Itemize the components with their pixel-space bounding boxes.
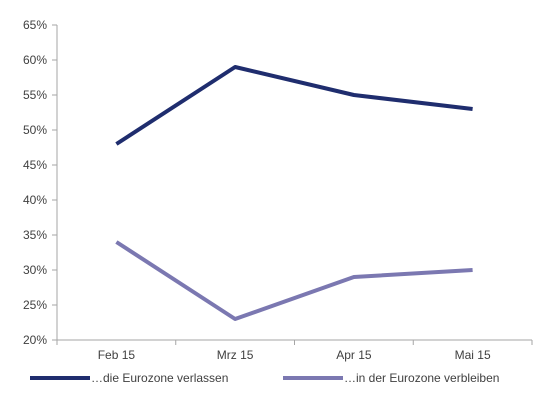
y-tick-label: 65% — [23, 18, 47, 32]
y-tick-label: 40% — [23, 193, 47, 207]
y-axis: 20% 25% 30% 35% 40% 45% 50% 55% 60% 65% — [23, 18, 58, 347]
x-axis: Feb 15 Mrz 15 Apr 15 Mai 15 — [56, 339, 533, 362]
legend-label-1: …die Eurozone verlassen — [91, 371, 228, 385]
series-line-2 — [115, 240, 473, 321]
x-tick-label: Mrz 15 — [217, 348, 254, 362]
y-tick-label: 55% — [23, 88, 47, 102]
x-tick-label: Apr 15 — [336, 348, 372, 362]
y-tick-label: 25% — [23, 298, 47, 312]
legend: …die Eurozone verlassen …in der Eurozone … — [30, 371, 499, 385]
x-tick-label: Feb 15 — [98, 348, 136, 362]
y-tick-label: 45% — [23, 158, 47, 172]
series-line-1 — [115, 65, 473, 146]
y-tick-label: 30% — [23, 263, 47, 277]
series-lines — [115, 65, 473, 321]
y-tick-label: 60% — [23, 53, 47, 67]
y-tick-label: 50% — [23, 123, 47, 137]
x-tick-label: Mai 15 — [455, 348, 491, 362]
legend-label-2: …in der Eurozone verbleiben — [344, 371, 499, 385]
y-tick-label: 20% — [23, 333, 47, 347]
y-tick-label: 35% — [23, 228, 47, 242]
